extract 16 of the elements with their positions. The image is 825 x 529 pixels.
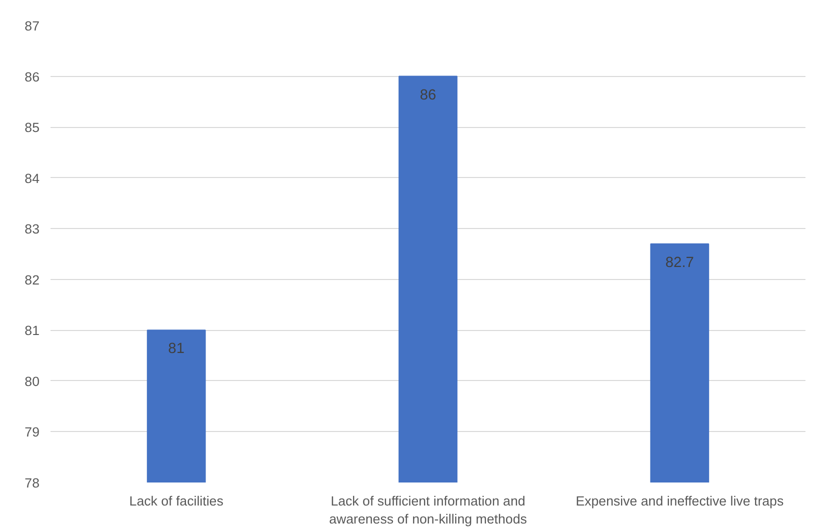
y-tick-label: 80	[24, 374, 40, 389]
data-label: 86	[420, 87, 436, 104]
x-tick-label: Lack of facilities	[129, 494, 224, 508]
y-tick-label: 85	[24, 120, 40, 136]
y-tick-label: 84	[24, 170, 40, 186]
y-tick-label: 82	[24, 272, 40, 288]
y-tick-label: 78	[24, 476, 40, 490]
data-label: 82.7	[665, 254, 694, 271]
data-label: 81	[168, 341, 184, 358]
y-tick-label: 79	[24, 424, 40, 440]
x-tick-label: Expensive and ineffective live traps	[576, 494, 784, 508]
y-tick-label: 83	[24, 222, 40, 237]
y-tick-label: 86	[24, 69, 40, 84]
x-tick-label: Lack of sufficient information and awareness of non-killing methods	[329, 494, 528, 526]
y-tick-label: 81	[24, 323, 40, 338]
y-tick-label: 87	[24, 18, 40, 34]
